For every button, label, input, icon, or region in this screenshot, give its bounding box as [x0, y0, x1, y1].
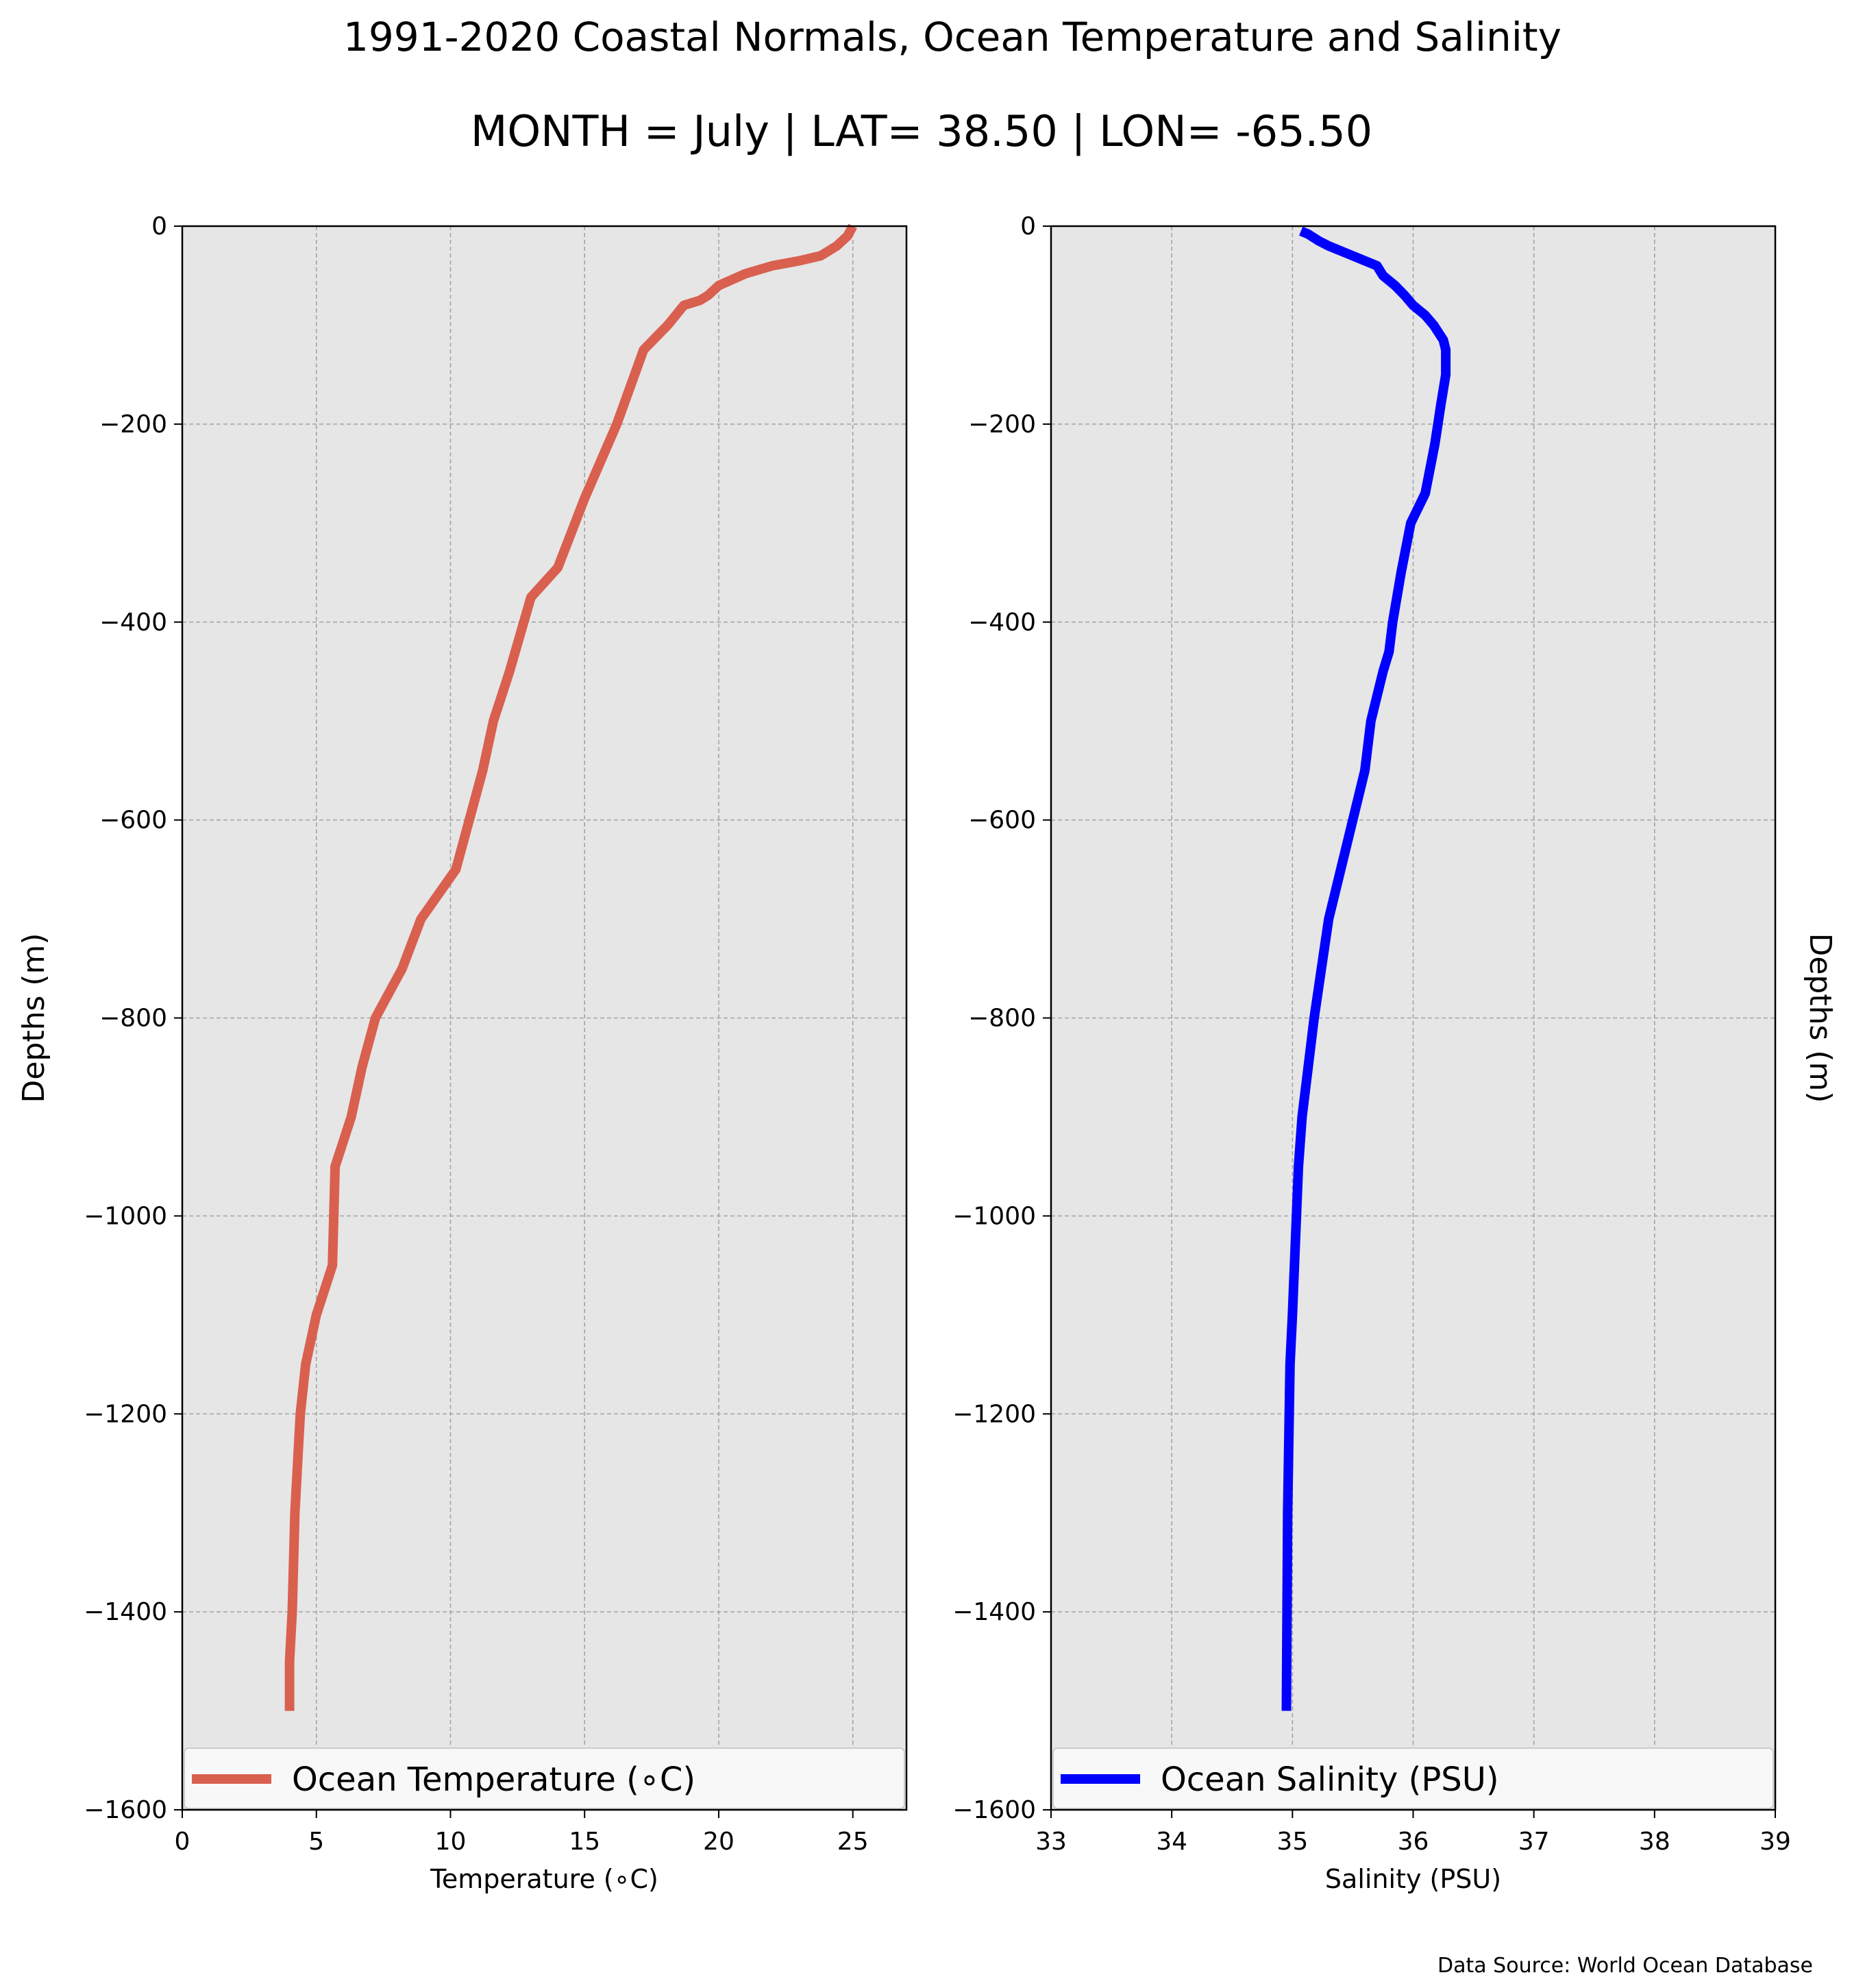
chart-0-series-line-0	[284, 223, 857, 1711]
chart-0-y-tick-label: −400	[99, 609, 167, 637]
chart-1-y-tick-label: −200	[968, 410, 1036, 439]
chart-1-x-tick-label: 37	[1518, 1828, 1550, 1856]
chart-1-legend-box	[1052, 1747, 1774, 1809]
chart-0-legend-box	[184, 1747, 905, 1809]
chart-0-x-tick-label: 5	[308, 1828, 324, 1856]
temperature-panel: Ocean Temperature (∘C) 0 5 10 15 20 25 0 −200 −40…	[16, 212, 908, 1894]
chart-1-x-tick-label: 36	[1398, 1828, 1429, 1856]
chart-0-x-tick-label: 0	[175, 1828, 190, 1856]
chart-1-y-tick-label: −800	[968, 1005, 1036, 1033]
chart-1-x-tick-label: 33	[1035, 1828, 1067, 1856]
data-source-note: Data Source: World Ocean Database	[1437, 1954, 1813, 1978]
chart-0-y-tick-label: −1400	[84, 1598, 167, 1626]
chart-0-x-tick-label: 10	[435, 1828, 467, 1856]
chart-0-y-tick-label: −1600	[84, 1796, 167, 1824]
chart-1-legend-label: Ocean Salinity (PSU)	[1161, 1760, 1499, 1799]
chart-1-x-tick-label: 34	[1156, 1828, 1187, 1856]
chart-1-y-tick-label: −1600	[952, 1796, 1036, 1824]
chart-0-x-tick-label: 15	[569, 1828, 600, 1856]
chart-0-x-axis-label: Temperature (∘C)	[430, 1864, 658, 1894]
chart-1-y-tick-label: −600	[968, 807, 1036, 835]
chart-1-x-tick-label: 39	[1760, 1828, 1791, 1856]
chart-1-y-tick-label: −1000	[952, 1202, 1036, 1230]
chart-1-x-axis-label: Salinity (PSU)	[1325, 1864, 1501, 1894]
page-subtitle: MONTH = July | LAT= 38.50 | LON= -65.50	[471, 106, 1372, 157]
chart-1-y-axis-label: Depths (m)	[1803, 933, 1838, 1103]
chart-0-x-tick-label: 20	[703, 1828, 734, 1856]
chart-1-y-tick-label: −400	[968, 609, 1036, 637]
chart-0-y-tick-label: −1200	[84, 1400, 167, 1428]
chart-0-y-tick-label: −200	[99, 410, 167, 439]
chart-1-y-tick-label: −1400	[952, 1598, 1036, 1626]
chart-0-legend-label: Ocean Temperature (∘C)	[292, 1760, 695, 1799]
chart-0-y-tick-label: −1000	[84, 1202, 167, 1230]
chart-0-y-tick-label: 0	[151, 212, 167, 241]
chart-1-series-line-0	[1281, 226, 1451, 1711]
chart-1-x-tick-label: 35	[1276, 1828, 1308, 1856]
chart-0-y-tick-label: −600	[99, 807, 167, 835]
salinity-panel: Ocean Salinity (PSU) 33 34 35 36 37 38 39 0 −200 −…	[952, 212, 1838, 1894]
chart-1-y-tick-label: 0	[1020, 212, 1036, 241]
chart-1-y-tick-label: −1200	[952, 1400, 1036, 1428]
chart-1-x-tick-label: 38	[1639, 1828, 1670, 1856]
chart-0-legend: Ocean Temperature (∘C)	[184, 1747, 905, 1809]
page-title: 1991-2020 Coastal Normals, Ocean Tempera…	[343, 14, 1561, 60]
chart-1-legend: Ocean Salinity (PSU)	[1052, 1747, 1774, 1809]
chart-0-y-tick-label: −800	[99, 1005, 167, 1033]
chart-0-x-tick-label: 25	[837, 1828, 869, 1856]
chart-0-y-axis-label: Depths (m)	[16, 933, 51, 1103]
